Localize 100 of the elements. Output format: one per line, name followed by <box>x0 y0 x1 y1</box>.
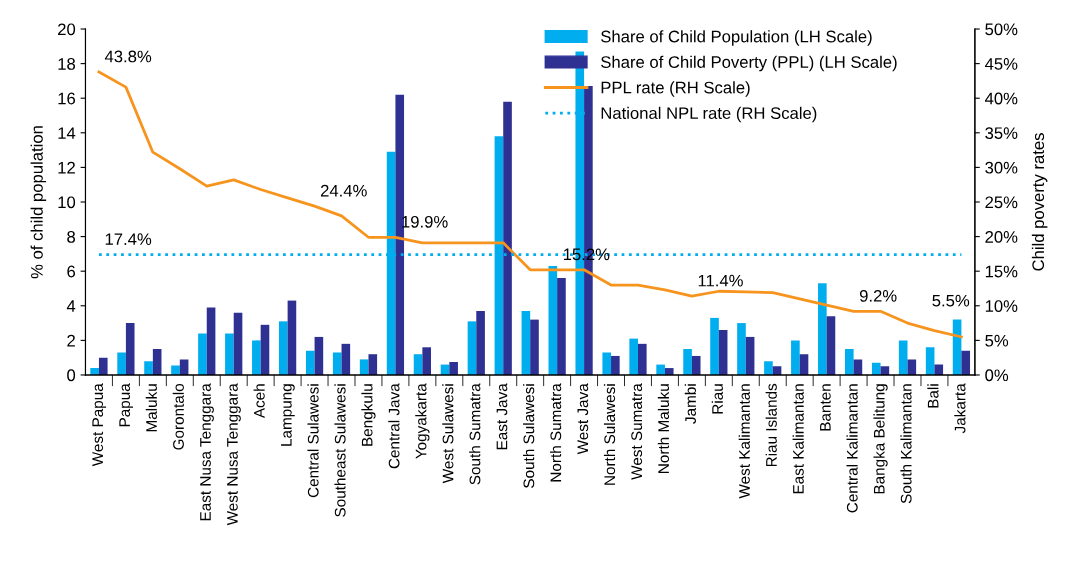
y2-tick-label: 20% <box>985 230 1018 243</box>
x-tick-label: Jakarta <box>954 383 966 434</box>
y-tick-label: 0 <box>67 369 76 382</box>
x-tick-label: North Maluku <box>657 384 670 473</box>
x-tick-label: Bengkulu <box>361 384 376 446</box>
bar <box>656 364 665 375</box>
y-tick-label: 20 <box>58 23 76 36</box>
bar <box>844 349 854 375</box>
bar <box>718 330 728 375</box>
bar <box>853 359 863 375</box>
bar <box>179 359 189 375</box>
bar <box>934 364 944 375</box>
bar <box>637 343 647 375</box>
y-tick-label: 8 <box>67 230 76 243</box>
x-tick-label: Yogyakarta <box>415 383 430 459</box>
x-tick-label: East Kalimantan <box>792 384 804 494</box>
bar <box>871 362 881 375</box>
bar <box>252 340 261 375</box>
bar <box>260 324 270 375</box>
bar <box>198 333 207 375</box>
bar <box>764 361 773 375</box>
legend-label: Share of Child Poverty (PPL) (LH Scale) <box>601 55 897 72</box>
x-tick-label: West Kalimantan <box>738 384 750 499</box>
bar <box>629 338 638 375</box>
bar <box>737 323 746 375</box>
x-tick-label: North Sumatra <box>550 383 562 482</box>
bar <box>144 361 153 375</box>
x-tick-label: Aceh <box>253 384 265 419</box>
bar <box>206 307 216 375</box>
data-label: 17.4% <box>105 233 152 245</box>
x-tick-label: Central Kalimantan <box>846 384 858 513</box>
y-tick-label: 12 <box>58 161 75 174</box>
x-tick-label: Southeast Sulawesi <box>334 384 346 517</box>
x-tick-label: Riau <box>711 384 723 414</box>
bar <box>359 359 369 375</box>
bar <box>530 319 539 375</box>
y2-tick-label: 25% <box>985 196 1018 209</box>
bar <box>368 354 378 375</box>
y-tick-label: 2 <box>67 334 75 347</box>
x-tick-label: West Sulawesi <box>442 384 454 484</box>
y2-axis-title: Child poverty rates <box>1031 133 1048 271</box>
x-tick-label: Bangka Belitung <box>873 384 888 494</box>
bar <box>233 312 243 375</box>
bar <box>225 333 234 375</box>
y2-tick-label: 5% <box>985 334 1009 347</box>
x-tick-label: Jambi <box>684 384 696 424</box>
bar <box>691 355 701 375</box>
x-tick-label: West Papua <box>92 383 107 467</box>
x-tick-label: West Java <box>577 383 589 455</box>
bar <box>557 278 566 375</box>
bar <box>683 349 692 375</box>
y-tick-label: 6 <box>67 265 76 278</box>
x-tick-label: Papua <box>119 383 134 427</box>
y-tick-label: 10 <box>58 196 76 209</box>
x-tick-label: Banten <box>820 384 831 431</box>
x-tick-label: Riau Islands <box>765 383 777 467</box>
x-tick-label: South Sumatra <box>469 383 481 485</box>
data-label: 5.5% <box>932 294 970 307</box>
y2-tick-label: 0% <box>985 369 1009 382</box>
bar <box>476 310 485 375</box>
legend-label: National NPL rate (RH Scale) <box>601 106 817 123</box>
x-tick-label: Gorontalo <box>172 383 184 450</box>
bar <box>305 350 315 375</box>
bar <box>278 321 288 375</box>
bar <box>961 350 971 375</box>
bar <box>332 352 342 375</box>
legend-label: PPL rate (RH Scale) <box>601 81 750 97</box>
data-label: 24.4% <box>320 184 367 197</box>
y2-tick-label: 35% <box>985 127 1018 140</box>
y2-tick-label: 15% <box>985 265 1018 278</box>
data-label: 11.4% <box>698 274 743 287</box>
bar <box>791 340 800 375</box>
x-tick-label: South Sulawesi <box>523 384 535 488</box>
bar <box>125 323 135 375</box>
bar <box>467 321 477 375</box>
bar <box>710 317 719 375</box>
x-tick-label: Bali <box>927 384 939 408</box>
x-tick-label: North Sulawesi <box>603 384 616 485</box>
y2-tick-label: 30% <box>985 161 1018 174</box>
bar <box>664 368 674 375</box>
bar <box>90 368 99 375</box>
bar <box>907 359 917 375</box>
y-tick-label: 14 <box>58 127 76 139</box>
data-label: 43.8% <box>104 50 152 63</box>
y-tick-label: 16 <box>58 92 76 105</box>
y-tick-label: 4 <box>66 300 76 312</box>
data-label: 9.2% <box>859 289 897 302</box>
bar <box>745 336 755 375</box>
bar <box>503 101 512 375</box>
bar <box>287 300 297 375</box>
x-tick-label: Lampung <box>281 384 295 446</box>
bar <box>818 283 827 375</box>
bar <box>925 347 935 375</box>
bar <box>602 352 612 375</box>
bar <box>98 357 108 375</box>
bar <box>171 365 180 375</box>
bar <box>826 316 836 375</box>
x-tick-label: Central Sulawesi <box>307 384 319 498</box>
bar <box>314 336 324 375</box>
legend-label: Share of Child Population (LH Scale) <box>601 30 872 46</box>
